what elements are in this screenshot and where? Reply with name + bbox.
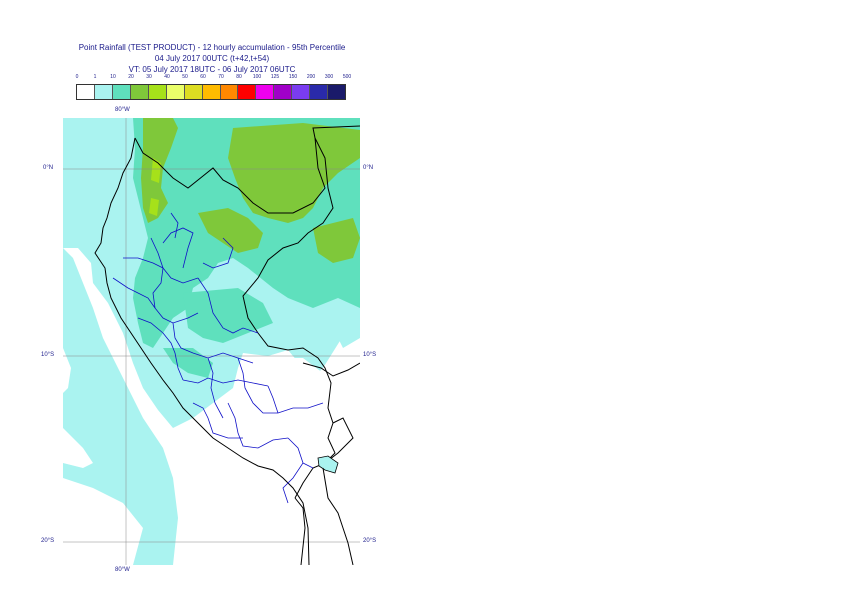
legend-swatch-1: [94, 85, 113, 99]
legend-label-3: 20: [128, 74, 134, 80]
legend-label-12: 150: [288, 74, 298, 80]
legend-swatch-7: [202, 85, 221, 99]
legend-bar: [76, 84, 346, 100]
legend-swatch-3: [130, 85, 149, 99]
department-borders: [112, 212, 324, 504]
legend-swatch-4: [148, 85, 167, 99]
legend-label-9: 80: [236, 74, 242, 80]
dry-region-coast-2: [63, 428, 93, 468]
color-legend: 0 1 10 20 30 40 50 60 70 80 100 125 150 200 300 500: [76, 74, 356, 100]
rain-region-30-40mm: [151, 158, 161, 183]
rain-region-10-20mm-inland: [183, 288, 273, 343]
legend-label-4: 30: [146, 74, 152, 80]
rain-region-20-30mm-east: [313, 218, 360, 263]
legend-swatch-12: [292, 85, 311, 99]
bolivia-border: [302, 362, 360, 464]
legend-label-11: 125: [270, 74, 280, 80]
legend-label-1: 1: [93, 74, 97, 80]
legend-swatch-0: [77, 85, 95, 99]
lat-label-10-left: 10°S: [41, 352, 55, 358]
legend-label-0: 0: [75, 74, 79, 80]
legend-swatch-2: [112, 85, 131, 99]
legend-swatch-9: [238, 85, 257, 99]
legend-swatch-14: [328, 85, 346, 99]
legend-label-2: 10: [110, 74, 116, 80]
legend-label-7: 60: [200, 74, 206, 80]
rain-region-east-patch: [328, 313, 360, 348]
lat-label-0-right: 0°N: [363, 165, 374, 171]
title-line-3: VT: 05 July 2017 18UTC - 06 July 2017 06…: [128, 65, 296, 74]
map-canvas: [63, 118, 360, 565]
legend-swatch-10: [256, 85, 275, 99]
lat-label-10-right: 10°S: [363, 352, 377, 358]
neighbour-border-south: [294, 467, 354, 565]
legend-label-15: 500: [342, 74, 352, 80]
legend-swatch-13: [310, 85, 329, 99]
legend-label-6: 50: [182, 74, 188, 80]
legend-label-13: 200: [306, 74, 316, 80]
rain-region-20-30mm-center: [198, 208, 263, 253]
peru-border: [134, 125, 360, 499]
legend-label-5: 40: [164, 74, 170, 80]
legend-label-8: 70: [218, 74, 224, 80]
coastline: [94, 137, 310, 565]
legend-label-10: 100: [252, 74, 262, 80]
title-line-2: 04 July 2017 00UTC (t+42,t+54): [154, 54, 270, 63]
graticule: [63, 118, 360, 565]
lat-label-20-right: 20°S: [363, 538, 377, 544]
legend-label-14: 300: [324, 74, 334, 80]
lake-titicaca: [317, 455, 339, 474]
rain-region-20-30mm-north: [228, 123, 360, 223]
dry-region-south-east: [213, 358, 360, 565]
legend-labels: 0 1 10 20 30 40 50 60 70 80 100 125 150 200 300 500: [76, 74, 356, 83]
legend-swatch-11: [274, 85, 293, 99]
rain-region-30-40mm-2: [149, 198, 159, 216]
legend-swatch-6: [184, 85, 203, 99]
dry-region-coast-1: [63, 348, 71, 393]
title-block: Point Rainfall (TEST PRODUCT) - 12 hourl…: [0, 42, 424, 75]
lat-label-0-left: 0°N: [43, 165, 54, 171]
lon-label-top: 80°W: [115, 107, 130, 113]
rain-region-ocean-band: [63, 248, 178, 565]
dry-region-ocean-south: [63, 478, 143, 565]
legend-swatch-5: [166, 85, 185, 99]
lon-label-bottom: 80°W: [115, 567, 130, 573]
lat-label-20-left: 20°S: [41, 538, 55, 544]
title-line-1: Point Rainfall (TEST PRODUCT) - 12 hourl…: [78, 43, 346, 52]
map-panel: 80°W 80°W 0°N 0°N 10°S 10°S 20°S 20°S: [41, 107, 376, 573]
legend-swatch-8: [220, 85, 239, 99]
